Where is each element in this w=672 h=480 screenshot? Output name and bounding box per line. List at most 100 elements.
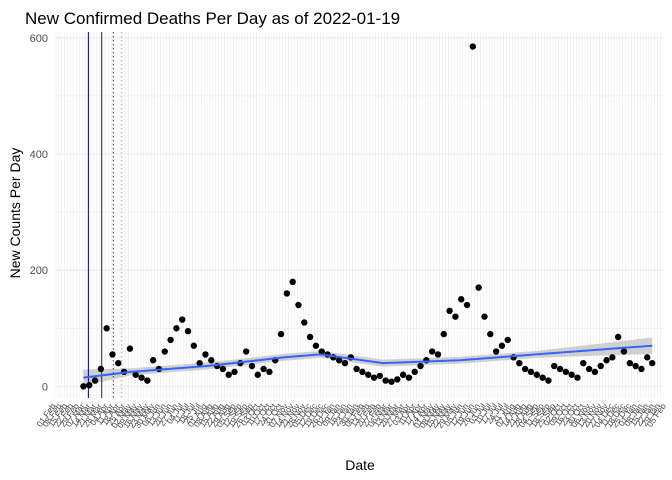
- data-point: [144, 377, 151, 384]
- data-point: [440, 330, 447, 338]
- data-point: [591, 368, 599, 376]
- data-point: [115, 359, 122, 367]
- data-point: [580, 359, 587, 367]
- data-point: [649, 359, 656, 367]
- trend-line: [83, 344, 653, 379]
- data-point: [452, 313, 459, 320]
- data-point: [585, 365, 593, 373]
- data-point: [516, 359, 523, 367]
- data-point: [388, 378, 395, 385]
- data-point: [266, 368, 273, 376]
- data-point: [295, 301, 302, 309]
- data-point: [370, 374, 378, 381]
- data-point: [91, 377, 99, 384]
- data-point: [190, 342, 198, 349]
- data-point: [97, 365, 105, 373]
- data-point: [103, 325, 110, 332]
- data-point: [626, 359, 633, 367]
- x-axis-title: Date: [345, 457, 375, 473]
- data-point: [620, 348, 628, 355]
- data-point: [173, 325, 180, 332]
- data-point: [411, 368, 418, 376]
- data-point: [335, 357, 343, 364]
- data-point: [341, 359, 349, 367]
- y-tick-label: 0: [42, 381, 48, 393]
- y-axis-ticks: 0 200 400 600: [30, 33, 48, 394]
- data-point: [149, 357, 157, 364]
- y-tick-label: 600: [30, 33, 48, 45]
- data-point: [475, 284, 482, 291]
- data-point: [179, 316, 186, 323]
- data-point: [603, 357, 610, 364]
- data-point: [318, 348, 325, 355]
- data-point: [562, 368, 570, 376]
- data-point: [242, 348, 250, 355]
- data-point: [283, 290, 291, 297]
- data-point: [138, 374, 145, 381]
- data-point: [254, 371, 261, 378]
- data-point: [399, 371, 407, 378]
- reference-lines-layer: [87, 32, 123, 398]
- y-axis-title: New Counts Per Day: [7, 148, 23, 279]
- data-point: [196, 359, 203, 367]
- data-point: [574, 374, 581, 381]
- data-point: [312, 342, 320, 349]
- data-point: [289, 278, 296, 286]
- data-point: [481, 313, 488, 320]
- data-point: [551, 362, 558, 370]
- data-point: [638, 365, 645, 373]
- data-point: [417, 362, 424, 370]
- data-point: [428, 348, 436, 355]
- data-point: [492, 348, 500, 355]
- data-point: [219, 365, 227, 373]
- data-point: [353, 365, 360, 373]
- data-point: [539, 374, 546, 381]
- data-point: [184, 327, 192, 335]
- data-point: [463, 301, 471, 309]
- data-point: [301, 319, 308, 326]
- data-point: [248, 362, 256, 370]
- data-point: [504, 336, 511, 344]
- data-point: [469, 43, 477, 50]
- data-point: [382, 377, 389, 384]
- data-point: [225, 371, 232, 378]
- data-point: [632, 362, 639, 370]
- data-point: [545, 377, 552, 384]
- data-point: [487, 330, 494, 338]
- data-point: [376, 372, 384, 380]
- data-point: [434, 351, 442, 358]
- y-tick-label: 400: [30, 149, 48, 161]
- data-point: [208, 357, 215, 364]
- data-point: [80, 383, 87, 390]
- grid-layer: [55, 32, 663, 398]
- data-point: [126, 345, 134, 352]
- data-point: [521, 365, 529, 373]
- points-layer: [80, 43, 656, 390]
- data-point: [132, 371, 139, 378]
- chart-title: New Confirmed Deaths Per Day as of 2022-…: [25, 9, 400, 28]
- data-point: [533, 371, 540, 378]
- data-point: [365, 371, 372, 378]
- data-point: [161, 348, 168, 355]
- trend-line-layer: [83, 344, 653, 379]
- data-point: [306, 333, 314, 341]
- data-point: [86, 382, 93, 389]
- data-point: [527, 368, 535, 376]
- data-point: [609, 354, 616, 361]
- data-point: [231, 368, 238, 376]
- data-point: [614, 333, 622, 341]
- data-point: [568, 371, 575, 378]
- data-point: [167, 336, 174, 344]
- data-point: [394, 376, 401, 383]
- data-point: [556, 365, 564, 373]
- data-point: [260, 365, 267, 373]
- data-point: [202, 351, 209, 358]
- data-point: [277, 330, 285, 338]
- data-point: [109, 351, 116, 358]
- data-point: [644, 354, 651, 361]
- data-point: [597, 362, 604, 370]
- data-point: [359, 368, 366, 376]
- data-point: [498, 342, 506, 349]
